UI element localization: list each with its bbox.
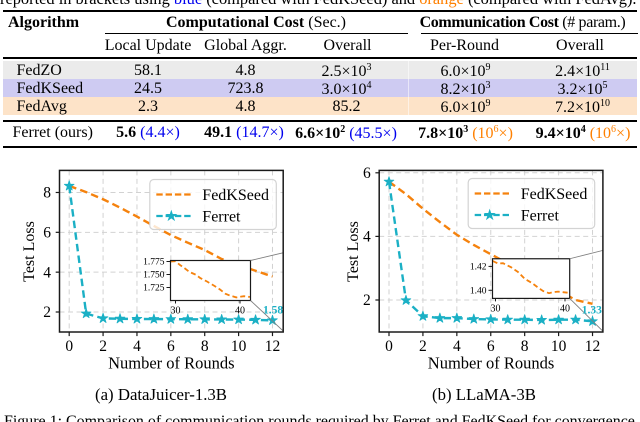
svg-text:Number of Rounds: Number of Rounds <box>108 354 235 373</box>
svg-text:2: 2 <box>43 304 51 321</box>
svg-text:1.775: 1.775 <box>143 258 165 268</box>
svg-text:2: 2 <box>363 292 371 309</box>
svg-text:6: 6 <box>43 225 51 242</box>
svg-text:8: 8 <box>521 338 529 355</box>
svg-text:30: 30 <box>491 303 501 314</box>
svg-text:(b) LLaMA-3B: (b) LLaMA-3B <box>432 385 536 404</box>
svg-text:8: 8 <box>43 185 51 202</box>
svg-text:FedKSeed: FedKSeed <box>202 187 269 204</box>
svg-text:FedKSeed: FedKSeed <box>521 186 588 203</box>
svg-text:4: 4 <box>43 264 51 281</box>
svg-text:Ferret: Ferret <box>521 207 560 224</box>
svg-text:Number of Rounds: Number of Rounds <box>428 354 555 373</box>
svg-text:12: 12 <box>585 338 601 355</box>
svg-text:(a) DataJuicer-1.3B: (a) DataJuicer-1.3B <box>95 385 227 404</box>
svg-text:30: 30 <box>171 306 181 317</box>
svg-text:1.40: 1.40 <box>470 287 487 297</box>
svg-text:10: 10 <box>551 338 567 355</box>
svg-text:1.750: 1.750 <box>143 271 165 281</box>
svg-text:1.58: 1.58 <box>263 305 283 317</box>
svg-text:2: 2 <box>419 338 427 355</box>
svg-text:2: 2 <box>99 338 107 355</box>
svg-text:6: 6 <box>363 165 371 182</box>
svg-text:1.33: 1.33 <box>582 305 602 317</box>
svg-text:8: 8 <box>201 338 209 355</box>
svg-text:0: 0 <box>65 338 73 355</box>
svg-text:40: 40 <box>235 306 245 317</box>
svg-text:6: 6 <box>487 338 495 355</box>
svg-text:4: 4 <box>363 229 371 246</box>
svg-text:1.725: 1.725 <box>143 284 165 294</box>
svg-text:4: 4 <box>133 338 141 355</box>
svg-text:6: 6 <box>167 338 175 355</box>
svg-text:Test Loss: Test Loss <box>345 221 362 282</box>
svg-text:Test Loss: Test Loss <box>21 221 38 282</box>
svg-text:0: 0 <box>385 338 393 355</box>
svg-text:10: 10 <box>231 338 247 355</box>
svg-text:4: 4 <box>453 338 461 355</box>
svg-text:12: 12 <box>265 338 281 355</box>
svg-text:Ferret: Ferret <box>202 208 241 225</box>
svg-text:1.42: 1.42 <box>470 263 487 273</box>
svg-text:40: 40 <box>560 303 570 314</box>
